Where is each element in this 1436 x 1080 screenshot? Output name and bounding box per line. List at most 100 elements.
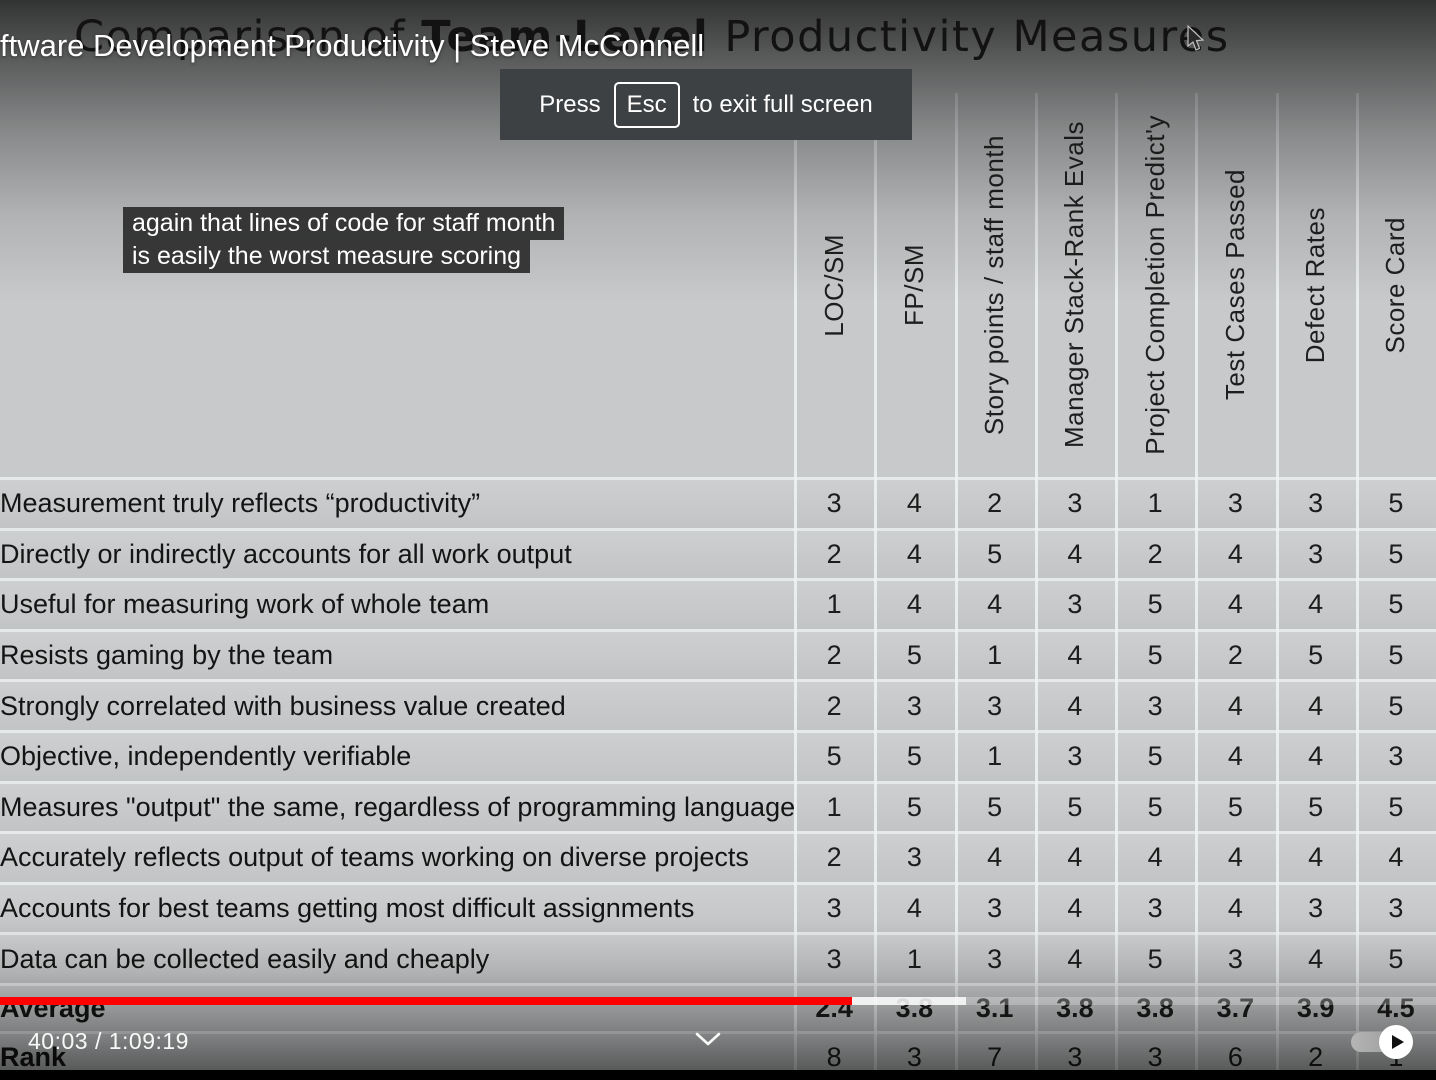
score-cell: 4 — [1308, 943, 1324, 974]
score-cell: 2 — [987, 488, 1003, 519]
score-cell: 4 — [1227, 690, 1243, 721]
score-cell: 5 — [1388, 791, 1404, 822]
score-cell: 4 — [1227, 893, 1243, 924]
score-cell: 5 — [1388, 943, 1404, 974]
score-cell: 3 — [1308, 488, 1324, 519]
caption-line: again that lines of code for staff month — [123, 207, 565, 240]
score-cell: 5 — [1388, 640, 1404, 671]
score-cell: 4 — [1067, 538, 1083, 569]
toast-suffix-label: to exit full screen — [692, 90, 873, 118]
score-cell: 4 — [906, 538, 922, 569]
score-cell: 1 — [826, 791, 842, 822]
column-header-label: Defect Rates — [1300, 206, 1331, 364]
progress-played — [0, 997, 852, 1005]
column-separator-line — [954, 93, 958, 1080]
column-header: Test Cases Passed — [1195, 93, 1275, 477]
fullscreen-exit-toast: Press Esc to exit full screen — [500, 69, 912, 140]
column-header-label: Story points / staff month — [979, 134, 1010, 436]
score-cell: 2 — [826, 538, 842, 569]
table-row: Measurement truly reflects “productivity… — [0, 477, 1436, 528]
score-cell: 5 — [1147, 640, 1163, 671]
progress-bar[interactable] — [0, 997, 1436, 1005]
score-cell: 4 — [987, 589, 1003, 620]
column-separator-line — [874, 93, 878, 1080]
column-header: FP/SM — [874, 93, 954, 477]
caption-block: again that lines of code for staff month… — [123, 207, 565, 273]
score-cell: 5 — [1388, 589, 1404, 620]
score-cell: 2 — [826, 842, 842, 873]
score-cell: 4 — [906, 589, 922, 620]
column-header-label: Manager Stack-Rank Evals — [1059, 121, 1090, 449]
esc-key-badge: Esc — [613, 81, 680, 128]
score-cell: 5 — [1067, 791, 1083, 822]
column-separator-line — [1034, 93, 1038, 1080]
column-separator-line — [1195, 93, 1199, 1080]
score-cell: 5 — [1388, 488, 1404, 519]
score-cell: 3 — [826, 893, 842, 924]
toast-press-label: Press — [539, 90, 601, 118]
table-row: Accounts for best teams getting most dif… — [0, 881, 1436, 933]
column-separator-line — [1115, 93, 1118, 1080]
column-separator-line — [794, 93, 797, 1080]
score-cell: 3 — [1147, 1041, 1163, 1072]
score-cell: 3 — [826, 943, 842, 974]
score-cell: 4 — [906, 488, 922, 519]
score-cell: 4 — [1067, 842, 1083, 873]
score-cell: 4 — [1227, 589, 1243, 620]
score-cell: 5 — [906, 640, 922, 671]
score-cell: 3 — [987, 943, 1003, 974]
score-cell: 5 — [987, 538, 1003, 569]
score-cell: 5 — [1388, 690, 1404, 721]
score-cell: 1 — [1147, 488, 1163, 519]
table-row: Directly or indirectly accounts for all … — [0, 527, 1436, 579]
score-cell: 3 — [906, 842, 922, 873]
score-cell: 3 — [1227, 488, 1243, 519]
table-row: Useful for measuring work of whole team 1… — [0, 578, 1436, 629]
chevron-down-icon[interactable] — [694, 1029, 722, 1054]
time-display: 40:03 / 1:09:19 — [28, 1028, 189, 1054]
column-header: LOC/SM — [794, 93, 874, 477]
score-cell: 6 — [1227, 1041, 1243, 1072]
column-separator-line — [1355, 93, 1359, 1080]
score-cell: 2 — [826, 690, 842, 721]
score-cell: 5 — [1227, 791, 1243, 822]
autoplay-toggle[interactable] — [1351, 1025, 1413, 1059]
row-label: Objective, independently verifiable — [0, 741, 412, 772]
score-cell: 4 — [1227, 842, 1243, 873]
score-cell: 1 — [987, 640, 1003, 671]
row-label: Useful for measuring work of whole team — [0, 589, 490, 620]
score-cell: 5 — [906, 741, 922, 772]
score-cell: 4 — [1147, 842, 1163, 873]
score-cell: 5 — [1147, 741, 1163, 772]
column-header: Story points / staff month — [955, 93, 1035, 477]
score-cell: 2 — [1308, 1041, 1324, 1072]
video-title: ftware Development Productivity | Steve … — [0, 28, 705, 63]
column-header-label: LOC/SM — [818, 233, 849, 337]
score-cell: 3 — [987, 893, 1003, 924]
score-cell: 3 — [1227, 943, 1243, 974]
score-cell: 5 — [1147, 589, 1163, 620]
column-header-label: Score Card — [1380, 216, 1411, 354]
score-cell: 4 — [1227, 538, 1243, 569]
row-label: Accurately reflects output of teams work… — [0, 842, 749, 873]
header-spacer — [0, 93, 794, 477]
row-label: Directly or indirectly accounts for all … — [0, 538, 572, 569]
score-cell: 4 — [1308, 690, 1324, 721]
table-row: Strongly correlated with business value … — [0, 679, 1436, 730]
progress-buffered — [852, 997, 966, 1005]
score-cell: 3 — [1067, 1041, 1083, 1072]
score-cell: 5 — [906, 791, 922, 822]
column-header: Manager Stack-Rank Evals — [1035, 93, 1115, 477]
score-cell: 3 — [1308, 893, 1324, 924]
score-cell: 3 — [1067, 589, 1083, 620]
column-header-label: FP/SM — [898, 244, 929, 326]
column-header: Defect Rates — [1276, 93, 1356, 477]
slide-title-suffix: Productivity Measures — [709, 12, 1230, 62]
score-cell: 2 — [1147, 538, 1163, 569]
column-header: Project Completion Predict'y — [1115, 93, 1195, 477]
score-cell: 5 — [1388, 538, 1404, 569]
score-cell: 5 — [826, 741, 842, 772]
table-row: Average 2.4 3.8 3.1 3.8 3.8 3.7 3.9 4.5 — [0, 983, 1436, 1031]
score-cell: 3 — [1067, 488, 1083, 519]
